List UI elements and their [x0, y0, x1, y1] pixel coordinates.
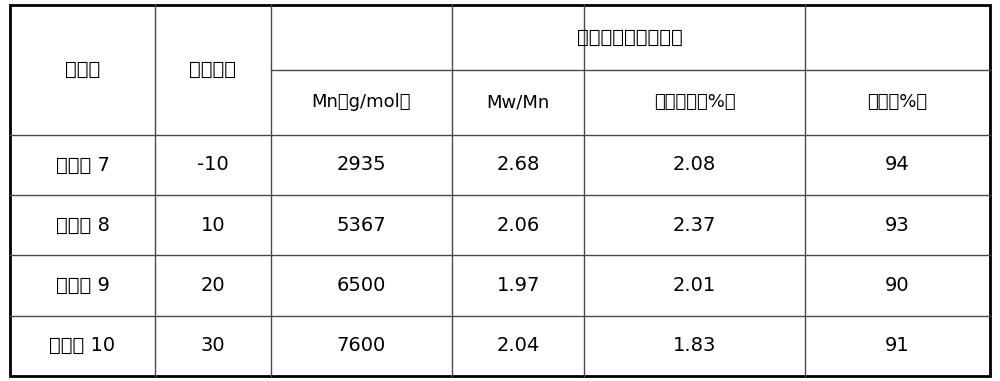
Text: 产率（%）: 产率（%） [867, 93, 927, 111]
Text: Mn（g/mol）: Mn（g/mol） [312, 93, 411, 111]
Text: 1.83: 1.83 [673, 336, 716, 355]
Text: -10: -10 [197, 155, 229, 174]
Text: 2.08: 2.08 [673, 155, 716, 174]
Text: 2935: 2935 [337, 155, 386, 174]
Text: 2.68: 2.68 [496, 155, 540, 174]
Text: 2.01: 2.01 [673, 276, 716, 295]
Text: 5367: 5367 [337, 216, 386, 235]
Text: 20: 20 [201, 276, 225, 295]
Text: 6500: 6500 [337, 276, 386, 295]
Text: 10: 10 [201, 216, 225, 235]
Text: 91: 91 [885, 336, 910, 355]
Text: 2.06: 2.06 [497, 216, 540, 235]
Text: 端羧基液体氟弹性体: 端羧基液体氟弹性体 [577, 28, 683, 47]
Text: 7600: 7600 [337, 336, 386, 355]
Text: 羧基含量（%）: 羧基含量（%） [654, 93, 735, 111]
Text: 90: 90 [885, 276, 910, 295]
Text: 实施例 7: 实施例 7 [56, 155, 109, 174]
Text: 实施例 10: 实施例 10 [49, 336, 116, 355]
Text: 实施例 9: 实施例 9 [56, 276, 109, 295]
Text: Mw/Mn: Mw/Mn [487, 93, 550, 111]
Text: 实施例: 实施例 [65, 61, 100, 79]
Text: 2.04: 2.04 [497, 336, 540, 355]
Text: 93: 93 [885, 216, 910, 235]
Text: 2.37: 2.37 [673, 216, 716, 235]
Text: 反应温度: 反应温度 [189, 61, 236, 79]
Text: 30: 30 [201, 336, 225, 355]
Text: 实施例 8: 实施例 8 [56, 216, 109, 235]
Text: 1.97: 1.97 [496, 276, 540, 295]
Text: 94: 94 [885, 155, 910, 174]
